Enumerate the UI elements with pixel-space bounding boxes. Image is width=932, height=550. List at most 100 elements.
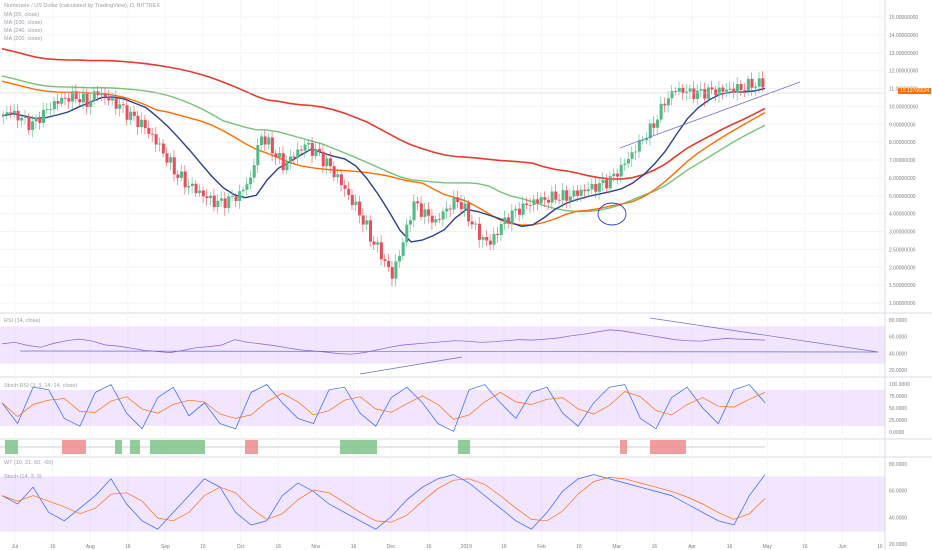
candle-body [496, 233, 500, 236]
candle-body [289, 156, 293, 163]
wt-signal-block [458, 440, 470, 454]
candle-body [12, 110, 16, 114]
candle-body [150, 133, 154, 135]
candle-body [514, 208, 518, 211]
wt-signal-block [245, 440, 258, 454]
candle-body [677, 87, 681, 92]
candle-body [245, 184, 249, 190]
candle-body [307, 143, 311, 145]
candle-body [467, 203, 471, 222]
date-tick-label: 16 [125, 544, 131, 550]
price-tick-label: 3.00000000 [889, 230, 916, 236]
candle-body [230, 196, 234, 197]
stoch-k-line [1, 474, 766, 530]
ma-240-line [1, 47, 766, 180]
wt-signal-block [5, 440, 18, 454]
candle-body [111, 98, 115, 101]
candle-body [634, 151, 638, 153]
rsi-rising-line [359, 356, 463, 375]
stochrsi-label: Stoch RSI (3, 3, 14, 14, close) [4, 383, 78, 389]
candle-body [100, 93, 104, 96]
candle-body [761, 78, 765, 88]
candle-body [249, 177, 253, 185]
price-tick-label: 9.00000000 [889, 122, 916, 128]
candle-body [321, 151, 325, 167]
candle-body [499, 223, 503, 236]
candle-body [67, 98, 71, 102]
candle-body [368, 220, 372, 242]
candle-body [670, 91, 674, 99]
date-tick-label: Aug [86, 544, 95, 550]
candle-body [318, 148, 322, 152]
candle-body [554, 191, 558, 200]
candle-body [452, 197, 456, 210]
candle-body [492, 233, 496, 245]
candle-body [735, 84, 739, 93]
candle-body [234, 196, 238, 202]
candle-body [503, 217, 507, 224]
ma-20-line [1, 87, 766, 243]
moving-averages [1, 47, 766, 243]
candle-body [5, 112, 9, 115]
candle-body [2, 114, 6, 116]
candle-body [746, 78, 750, 91]
candle-body [714, 89, 718, 96]
candle-body [547, 199, 551, 203]
wt-signal-block [340, 440, 377, 454]
candle-body [379, 242, 383, 260]
candle-body [532, 199, 536, 206]
candle-body [314, 148, 318, 156]
candle-body [9, 112, 13, 114]
date-tick-label: 16 [275, 544, 281, 550]
date-tick-label: 16 [426, 544, 432, 550]
stoch-label: Stoch (14, 3, 3) [4, 474, 42, 480]
candle-body [92, 91, 96, 101]
price-tick-label: 2.50000000 [889, 247, 916, 253]
candle-body [597, 183, 601, 192]
candle-body [60, 97, 64, 104]
candle-body [594, 184, 598, 192]
price-tick-label: 7.00000000 [889, 158, 916, 164]
candle-body [372, 241, 376, 245]
indicator-tick-label: 20.0000 [889, 542, 907, 548]
ma-label-3: MA (240, close) [4, 28, 43, 34]
indicator-band [0, 390, 885, 426]
candle-body [754, 86, 758, 88]
candle-body [441, 211, 445, 220]
date-tick-label: 16 [652, 544, 658, 550]
price-tick-label: 4.00000000 [889, 212, 916, 218]
candle-body [750, 78, 754, 88]
candle-body [238, 191, 242, 202]
stoch-rsi-pane: 100.0000 75.0000 50.0000 25.0000 0.0000 [0, 382, 910, 436]
candle-body [267, 137, 271, 145]
candle-body [510, 210, 514, 224]
candle-body [583, 189, 587, 192]
trendline-annotations[interactable] [0, 81, 885, 226]
candle-body [416, 201, 420, 204]
candle-body [630, 152, 634, 159]
candle-body [85, 93, 89, 107]
candle-body [107, 97, 111, 101]
candle-body [20, 117, 24, 121]
candle-body [216, 200, 220, 208]
candle-body [187, 185, 191, 188]
candle-body [481, 236, 485, 240]
candle-body [285, 162, 289, 171]
candle-body [147, 128, 151, 134]
candle-body [329, 158, 333, 167]
candle-body [125, 105, 129, 120]
candle-body [89, 100, 93, 107]
ma-100-line [1, 80, 766, 226]
candle-body [336, 174, 340, 178]
date-tick-label: 16 [351, 544, 357, 550]
candle-body [41, 109, 45, 123]
candle-body [343, 185, 347, 189]
candle-body [220, 198, 224, 201]
price-tick-label: 1.50000000 [889, 283, 916, 289]
candle-body [387, 260, 391, 268]
candle-body [605, 179, 609, 189]
candle-body [292, 156, 296, 158]
candle-body [565, 190, 569, 201]
candle-body [180, 171, 184, 178]
